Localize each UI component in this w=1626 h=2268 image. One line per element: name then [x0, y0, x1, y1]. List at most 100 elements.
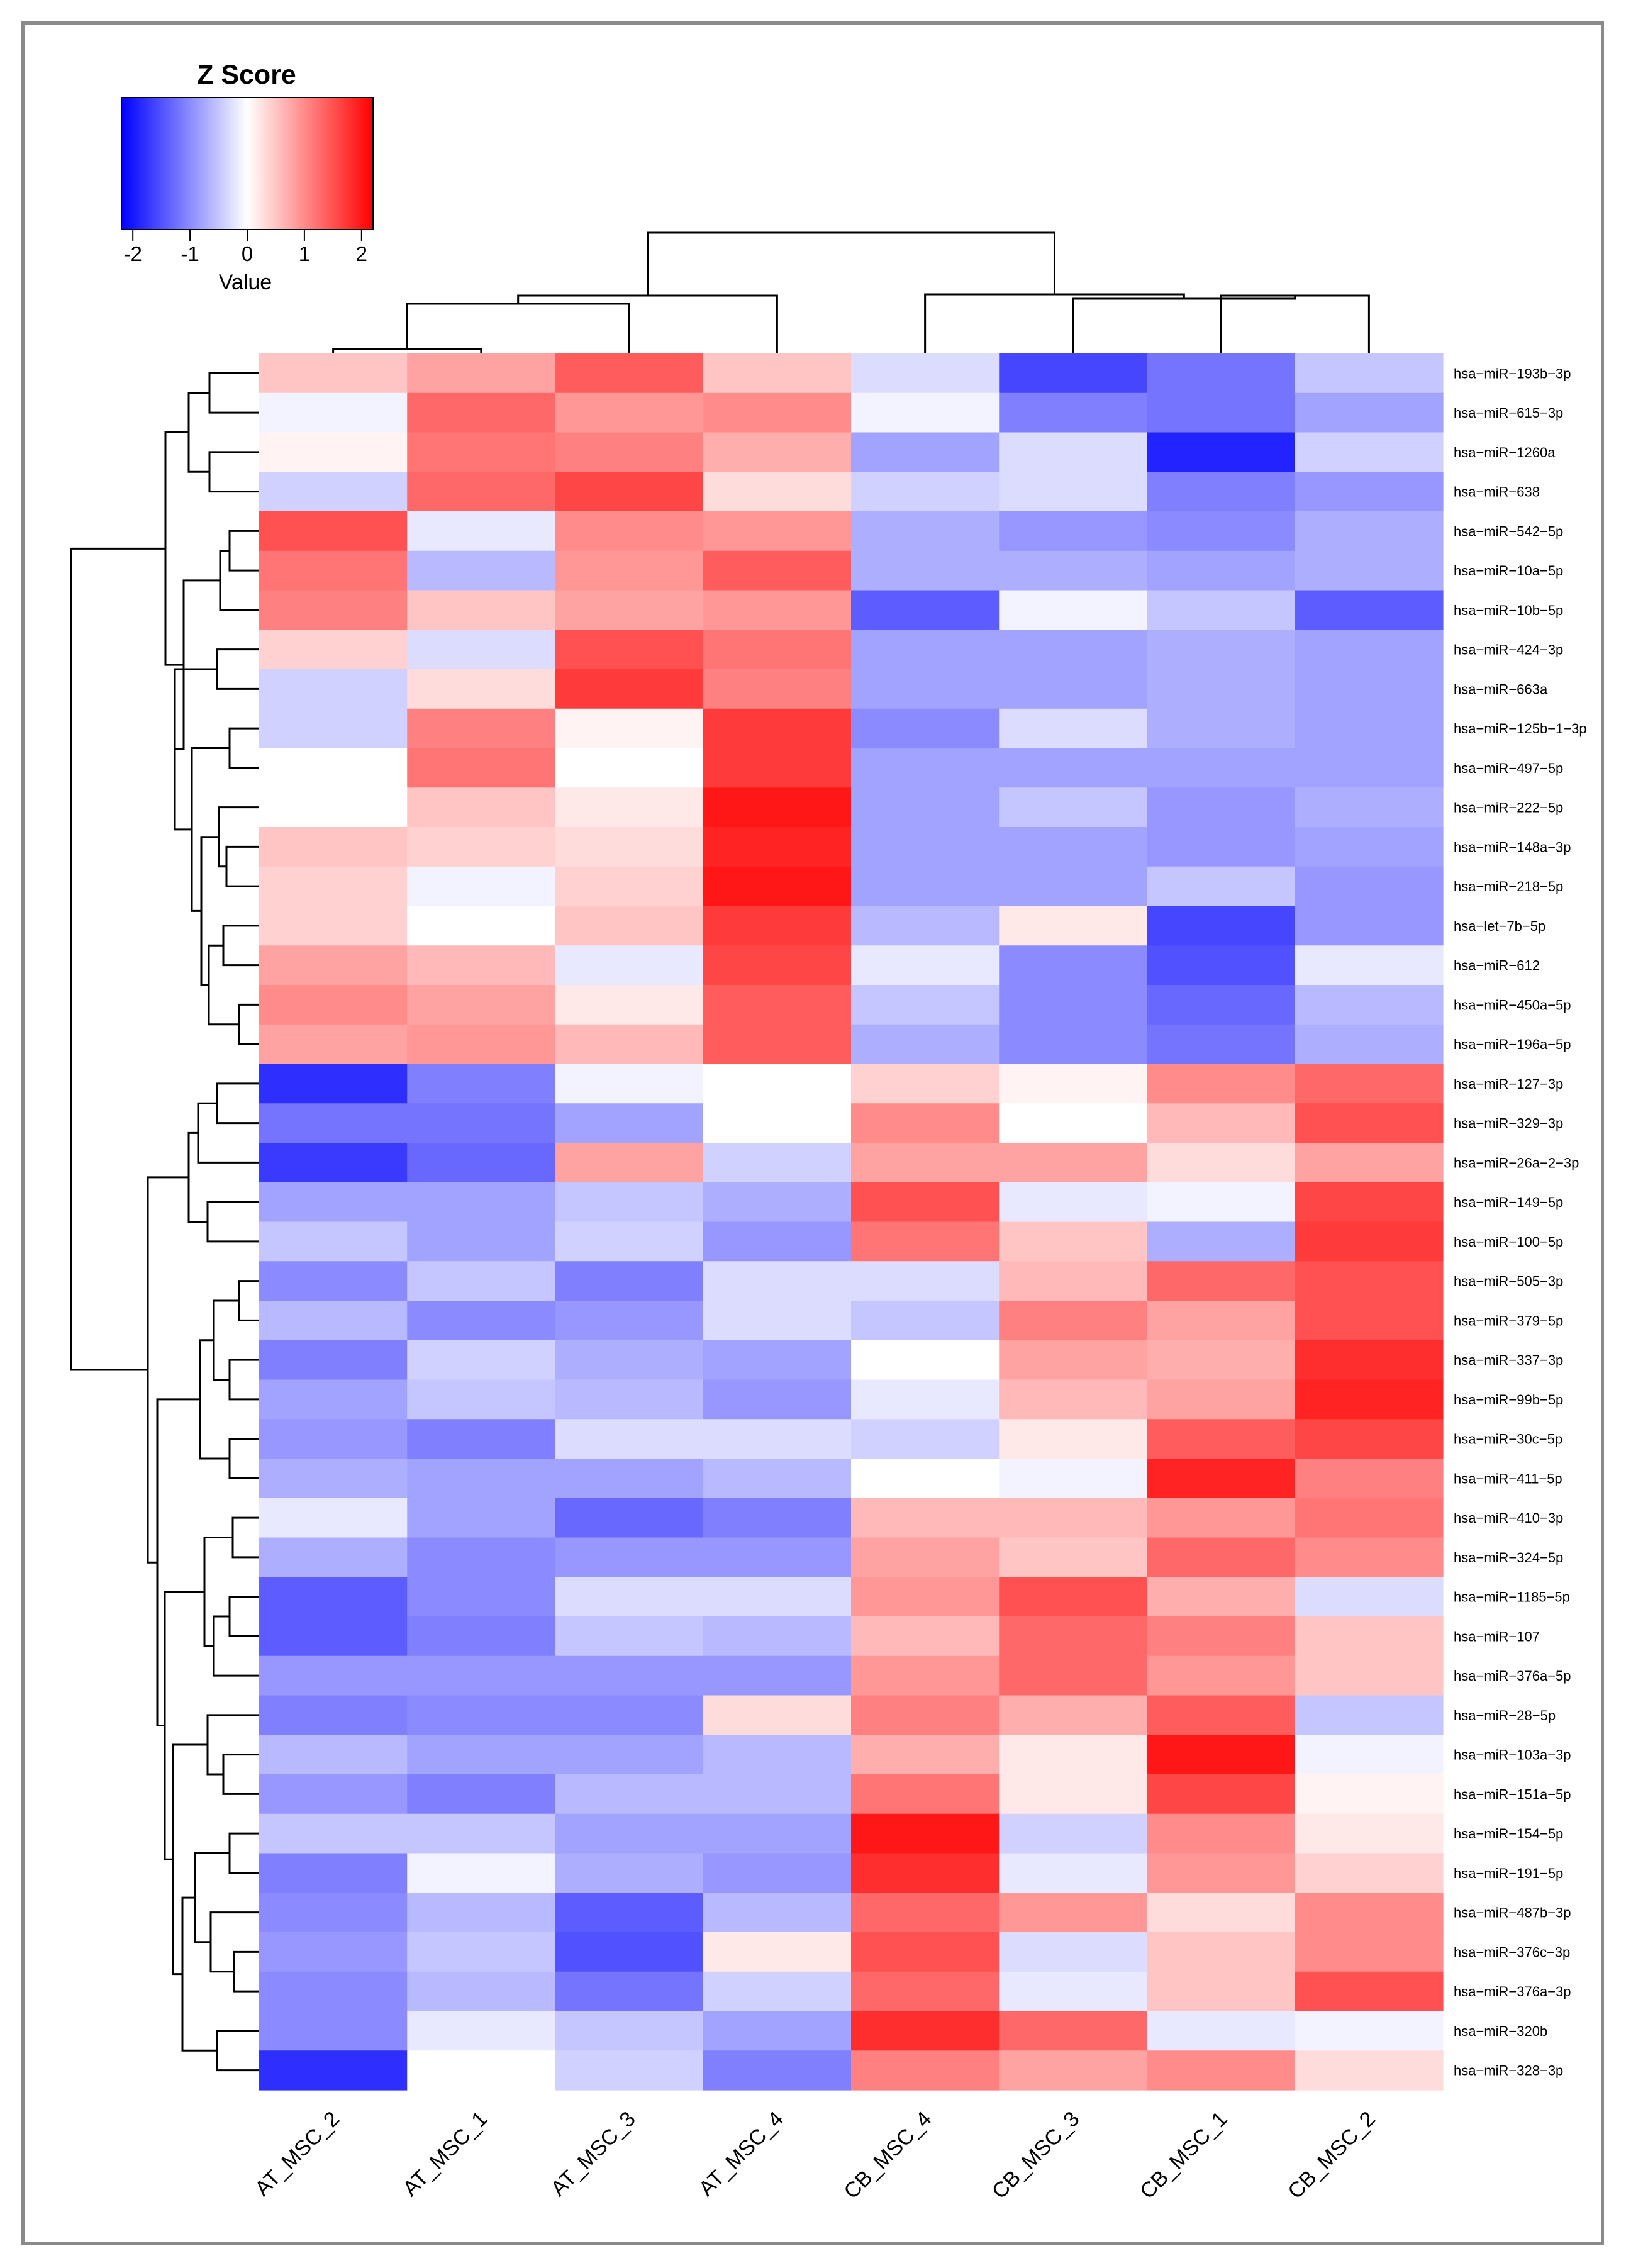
heatmap-cell	[1147, 630, 1296, 670]
dendrogram-branch	[233, 1950, 259, 1993]
legend-ticks: -2 -1 0 1 2	[124, 230, 367, 265]
heatmap-cell	[851, 1498, 1000, 1538]
heatmap-cell	[259, 669, 408, 709]
heatmap-cell	[851, 1379, 1000, 1420]
column-label: CB_MSC_1	[1135, 2107, 1232, 2204]
row-label: hsa−let−7b−5p	[1454, 918, 1545, 934]
row-label: hsa−miR−376a−5p	[1454, 1668, 1571, 1684]
heatmap-cell	[851, 392, 1000, 433]
heatmap-cell	[1295, 1537, 1444, 1577]
heatmap-cell	[999, 2050, 1148, 2091]
heatmap-cell	[555, 866, 704, 907]
heatmap-cell	[407, 1301, 556, 1341]
heatmap-cell	[259, 432, 408, 472]
heatmap-cell	[1295, 1498, 1444, 1538]
heatmap-cell	[259, 945, 408, 986]
heatmap-cell	[407, 590, 556, 630]
heatmap-cell	[407, 1655, 556, 1696]
heatmap-cell	[1295, 1459, 1444, 1499]
heatmap-cell	[851, 669, 1000, 709]
heatmap-cell	[1295, 1577, 1444, 1617]
heatmap-cell	[1295, 1616, 1444, 1657]
heatmap-cell	[999, 906, 1148, 946]
heatmap-cell	[1295, 1064, 1444, 1104]
heatmap-cell	[259, 708, 408, 749]
heatmap-cell	[851, 472, 1000, 512]
heatmap-cell	[851, 945, 1000, 986]
heatmap-cell	[851, 590, 1000, 630]
heatmap-cell	[851, 1893, 1000, 1933]
heatmap-cell	[1295, 1971, 1444, 2012]
row-label: hsa−miR−612	[1454, 958, 1540, 974]
heatmap-cell	[259, 2050, 408, 2091]
heatmap-cell	[407, 1695, 556, 1735]
heatmap-cell	[999, 1419, 1148, 1459]
heatmap-cell	[1295, 669, 1444, 709]
row-label: hsa−miR−149−5p	[1454, 1194, 1563, 1210]
row-label: hsa−miR−329−3p	[1454, 1116, 1563, 1131]
heatmap-cell	[851, 748, 1000, 788]
heatmap-cell	[259, 1301, 408, 1341]
heatmap-cell	[999, 1893, 1148, 1933]
heatmap-cell	[1295, 590, 1444, 630]
row-label: hsa−miR−100−5p	[1454, 1234, 1563, 1250]
heatmap-cell	[999, 827, 1148, 867]
heatmap-cell	[703, 669, 852, 709]
heatmap-cell	[703, 1577, 852, 1617]
heatmap-cell	[1147, 1459, 1296, 1499]
heatmap-cell	[555, 1103, 704, 1143]
dendrogram-branch	[228, 1596, 259, 1637]
heatmap-cell	[555, 353, 704, 394]
heatmap-cell	[703, 1024, 852, 1065]
row-label: hsa−miR−324−5p	[1454, 1550, 1563, 1565]
heatmap-cell	[407, 1261, 556, 1301]
heatmap-cell	[851, 1064, 1000, 1104]
heatmap-cell	[1147, 1735, 1296, 1775]
heatmap-cell	[259, 1537, 408, 1577]
row-label: hsa−miR−487b−3p	[1454, 1905, 1571, 1921]
heatmap-cell	[1147, 1103, 1296, 1143]
row-label: hsa−miR−505−3p	[1454, 1274, 1563, 1289]
heatmap-cell	[851, 866, 1000, 907]
heatmap-cell	[259, 630, 408, 670]
heatmap-cell	[407, 1537, 556, 1577]
heatmap-cell	[851, 550, 1000, 591]
heatmap-cell	[1147, 353, 1296, 394]
dendrogram-branch	[406, 303, 630, 353]
heatmap-cell	[1295, 1221, 1444, 1262]
row-label: hsa−miR−379−5p	[1454, 1313, 1563, 1328]
heatmap-cell	[703, 985, 852, 1025]
heatmap-cell	[259, 1813, 408, 1854]
heatmap-cell	[1147, 1893, 1296, 1933]
heatmap-cell	[1295, 550, 1444, 591]
heatmap-cell	[407, 2050, 556, 2091]
heatmap-cell	[999, 1498, 1148, 1538]
dendrogram-branch	[238, 1003, 259, 1045]
heatmap-cell	[1147, 1221, 1296, 1262]
heatmap-cell	[1295, 827, 1444, 867]
row-label: hsa−miR−151a−5p	[1454, 1786, 1571, 1802]
row-label: hsa−miR−337−3p	[1454, 1352, 1563, 1368]
heatmap-cell	[851, 708, 1000, 749]
heatmap-cell	[1147, 1064, 1296, 1104]
row-label: hsa−miR−10b−5p	[1454, 603, 1563, 618]
heatmap-cell	[1147, 511, 1296, 552]
dendrogram-branch	[222, 1754, 259, 1795]
heatmap-cell	[1147, 748, 1296, 788]
heatmap-cell	[999, 1616, 1148, 1657]
dendrogram-branch	[197, 1102, 259, 1164]
heatmap-cell	[851, 906, 1000, 946]
heatmap-cell	[703, 1261, 852, 1301]
heatmap-cell	[407, 748, 556, 788]
row-label: hsa−miR−450a−5p	[1454, 997, 1571, 1013]
heatmap-cell	[999, 1459, 1148, 1499]
heatmap-cell	[1295, 432, 1444, 472]
heatmap-cell	[555, 985, 704, 1025]
heatmap-cell	[1147, 2011, 1296, 2051]
dendrogram-branch	[172, 1743, 208, 1976]
heatmap-cell	[407, 630, 556, 670]
dendrogram-branch	[206, 1201, 259, 1243]
dendrogram-branch	[208, 372, 259, 414]
row-label: hsa−miR−103a−3p	[1454, 1747, 1571, 1763]
heatmap-cell	[407, 1735, 556, 1775]
